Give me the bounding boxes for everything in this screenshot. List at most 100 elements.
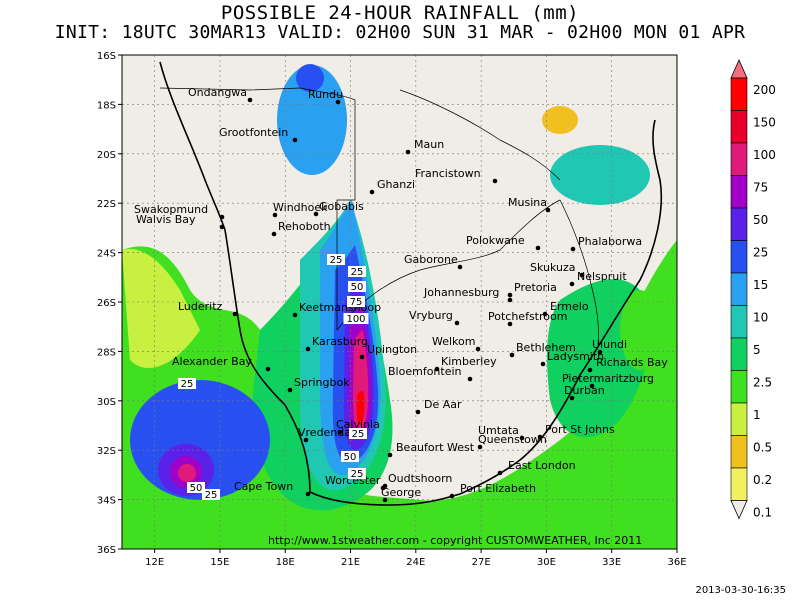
- legend-level-label: 2.5: [753, 376, 772, 390]
- city-name: De Aar: [424, 398, 462, 411]
- city-marker: Ladysmith: [540, 350, 604, 367]
- city-marker: Ulundi: [592, 338, 627, 355]
- city-name: Johannesburg: [423, 286, 499, 299]
- city-name: Rundu: [308, 88, 343, 101]
- city-name: East London: [508, 459, 576, 472]
- city-name: Upington: [367, 343, 417, 356]
- city-marker: Polokwane: [466, 234, 541, 251]
- legend-swatch: [730, 207, 748, 241]
- legend-level-label: 15: [753, 278, 768, 292]
- rainfall-field: [122, 55, 677, 549]
- lat-tick-label: 20S: [97, 150, 116, 161]
- legend-swatch: [730, 467, 748, 501]
- lat-tick-label: 16S: [97, 51, 116, 62]
- rain-band-150: [356, 391, 365, 425]
- city-marker: Windhoek: [272, 201, 328, 218]
- lat-tick-label: 36S: [97, 545, 116, 556]
- city-name: George: [381, 486, 421, 499]
- contour-label-bg: [349, 428, 367, 439]
- city-name: Umtata: [478, 424, 519, 437]
- lat-tick-label: 34S: [97, 496, 116, 507]
- contour-label-bg: [187, 482, 205, 493]
- legend-swatch: [730, 370, 748, 404]
- contour-label-bg: [347, 296, 365, 307]
- city-dot: [589, 383, 595, 389]
- lat-tick-label: 24S: [97, 249, 116, 260]
- city-marker: Skukuza: [530, 261, 585, 278]
- city-name: Ghanzi: [377, 178, 415, 191]
- lon-tick-label: 24E: [406, 557, 425, 568]
- city-dot: [467, 376, 473, 382]
- contour-label: 25: [205, 490, 218, 501]
- city-dot: [369, 189, 375, 195]
- city-dot: [570, 246, 576, 252]
- city-dot: [292, 312, 298, 318]
- city-name: Windhoek: [273, 201, 328, 214]
- city-marker: Swakopmund: [134, 203, 225, 220]
- longitude-axis: 12E 15E 18E 21E 24E 27E 30E 33E 36E: [145, 549, 687, 568]
- city-name: Gobabis: [319, 200, 364, 213]
- city-dot: [569, 281, 575, 287]
- legend-swatch: [730, 272, 748, 306]
- city-marker: Walvis Bay: [136, 213, 225, 230]
- city-dot: [305, 491, 311, 497]
- city-dot: [219, 224, 225, 230]
- contour-label-bg: [178, 378, 196, 389]
- city-dot: [387, 452, 393, 458]
- city-marker: Phalaborwa: [570, 235, 642, 252]
- contour-label: 25: [181, 379, 194, 390]
- city-dot: [449, 493, 455, 499]
- lon-tick-label: 36E: [667, 557, 686, 568]
- city-name: Bethlehem: [516, 341, 576, 354]
- city-name: Musina: [508, 196, 547, 209]
- contour-label: 25: [351, 267, 364, 278]
- contour-label: 50: [190, 483, 203, 494]
- city-dot: [597, 349, 603, 355]
- legend-level-label: 10: [753, 311, 768, 325]
- city-marker: Grootfontein: [219, 126, 298, 143]
- city-name: Phalaborwa: [578, 235, 642, 248]
- city-name: Vredendal: [298, 426, 354, 439]
- city-name: Pietermaritzburg: [562, 372, 654, 385]
- city-name: Port Elizabeth: [460, 482, 536, 495]
- contour-label: 50: [344, 452, 357, 463]
- city-dot: [337, 429, 343, 435]
- city-dot: [382, 497, 388, 503]
- color-legend: 200 150 100 75 50 25 15 10 5 2.5 1 0.5 0.2 0.1: [730, 59, 776, 520]
- legend-level-label: 5: [753, 343, 761, 357]
- city-marker: Upington: [359, 343, 417, 360]
- city-name: Grootfontein: [219, 126, 288, 139]
- city-marker: Springbok: [287, 376, 350, 393]
- city-name: Francistown: [415, 167, 481, 180]
- city-dot: [232, 311, 238, 317]
- city-marker: Rundu: [308, 88, 343, 105]
- city-marker: Alexander Bay: [172, 355, 271, 372]
- legend-level-label: 50: [753, 213, 768, 227]
- city-marker: Umtata: [478, 424, 525, 441]
- north-rain-2-5: [620, 290, 660, 370]
- city-name: Nelspruit: [577, 270, 627, 283]
- city-name: Gaborone: [404, 253, 458, 266]
- city-name: Swakopmund: [134, 203, 208, 216]
- city-name: Skukuza: [530, 261, 576, 274]
- city-marker: Gobabis: [313, 200, 364, 217]
- city-marker: Welkom: [432, 335, 481, 352]
- north-rain-15: [277, 65, 347, 175]
- city-marker: Johannesburg: [423, 286, 513, 303]
- city-dot: [475, 346, 481, 352]
- legend-level-label: 0.2: [753, 473, 772, 487]
- city-dot: [313, 211, 319, 217]
- city-dot: [415, 409, 421, 415]
- city-name: Richards Bay: [596, 356, 668, 369]
- city-dot: [545, 207, 551, 213]
- city-name: Walvis Bay: [136, 213, 196, 226]
- city-marker: Potchefstroom: [488, 310, 567, 327]
- city-name: Worcester: [325, 474, 381, 487]
- city-marker: Queenstown: [477, 433, 547, 450]
- city-name: Rehoboth: [278, 220, 331, 233]
- city-dot: [457, 264, 463, 270]
- lon-tick-label: 18E: [276, 557, 295, 568]
- city-marker: Calvinia: [336, 418, 380, 435]
- city-dot: [219, 214, 225, 220]
